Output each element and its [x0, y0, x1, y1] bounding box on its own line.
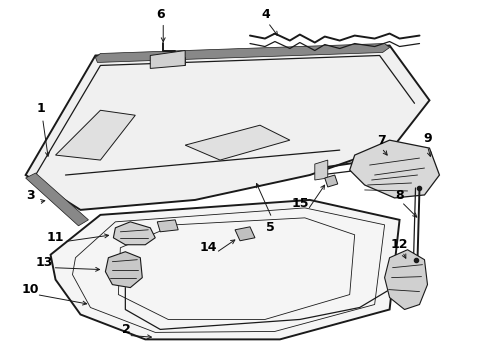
Polygon shape: [235, 227, 255, 241]
Text: 7: 7: [377, 134, 386, 147]
Polygon shape: [25, 45, 429, 210]
Polygon shape: [150, 50, 185, 68]
Polygon shape: [96, 44, 390, 62]
Polygon shape: [185, 125, 290, 160]
Text: 14: 14: [199, 241, 217, 254]
Polygon shape: [325, 175, 338, 187]
Text: 11: 11: [47, 231, 64, 244]
Polygon shape: [157, 220, 178, 232]
Polygon shape: [50, 200, 399, 339]
Text: 6: 6: [156, 8, 165, 21]
Polygon shape: [385, 250, 427, 310]
Text: 1: 1: [36, 102, 45, 115]
Text: 8: 8: [395, 189, 404, 202]
Text: 2: 2: [122, 323, 131, 336]
Polygon shape: [105, 252, 142, 288]
Text: 9: 9: [423, 132, 432, 145]
Text: 10: 10: [22, 283, 39, 296]
Text: 3: 3: [26, 189, 35, 202]
Text: 4: 4: [262, 8, 270, 21]
Text: 13: 13: [36, 256, 53, 269]
Polygon shape: [315, 160, 328, 180]
Polygon shape: [25, 173, 89, 226]
Text: 12: 12: [391, 238, 408, 251]
Polygon shape: [350, 140, 440, 198]
Text: 15: 15: [291, 197, 309, 210]
Polygon shape: [55, 110, 135, 160]
Polygon shape: [113, 222, 155, 245]
Text: 5: 5: [266, 221, 274, 234]
